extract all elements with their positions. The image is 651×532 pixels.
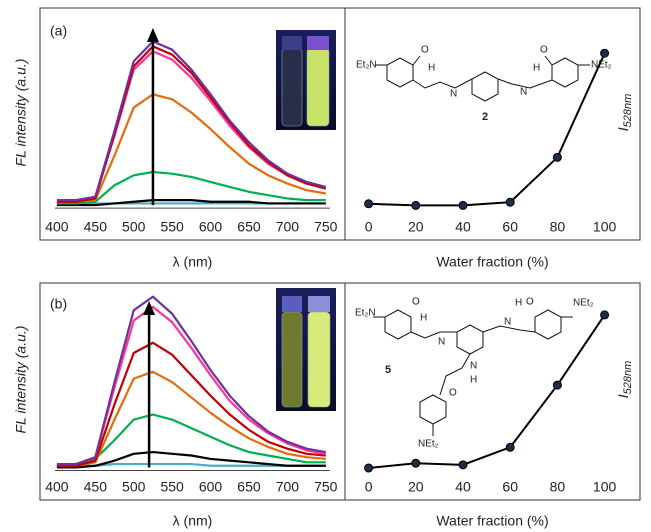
spectrum-line (56, 370, 326, 467)
chem-label: H (428, 63, 435, 74)
data-line (368, 314, 606, 470)
chem-label: O (412, 297, 420, 308)
x-tick-label: 550 (160, 219, 184, 235)
panel-label: (b) (50, 296, 67, 312)
x-tick-label: 500 (122, 219, 146, 235)
data-point (458, 460, 468, 470)
y-label-subscript: 528nm (622, 94, 634, 128)
x-tick-label: 700 (276, 219, 300, 235)
data-point (364, 199, 374, 209)
inset-photo (276, 30, 336, 130)
x-tick-label: 450 (84, 479, 108, 495)
chem-label: N (504, 317, 511, 328)
x-tick-label: 100 (593, 219, 617, 235)
x-tick-label: 80 (550, 479, 566, 495)
chem-label: O (526, 297, 534, 308)
x-tick-label: 0 (365, 479, 373, 495)
chem-label: H (470, 375, 477, 386)
x-tick-label: 80 (550, 219, 566, 235)
y-axis-label: FL intensity (a.u.) (13, 326, 29, 434)
x-axis-label: λ (nm) (173, 513, 213, 529)
data-point (458, 200, 468, 210)
x-tick-label: 400 (45, 479, 69, 495)
x-axis-label: Water fraction (%) (436, 513, 548, 529)
y-label-subscript: 528nm (622, 361, 634, 395)
x-tick-label: 40 (455, 219, 471, 235)
y-axis-label: I528nm (615, 361, 634, 399)
x-tick-label: 750 (314, 479, 338, 495)
compound-number: 2 (482, 111, 488, 123)
spectrum-line (56, 341, 326, 467)
data-line (368, 52, 606, 207)
chem-label: H (533, 63, 540, 74)
x-tick-label: 60 (502, 219, 518, 235)
x-tick-label: 600 (199, 479, 223, 495)
x-tick-label: 450 (84, 219, 108, 235)
data-point (411, 200, 421, 210)
chem-structure: Et₂N O H N N H O NEt₂ N H O NEt₂ 5 (355, 297, 594, 450)
data-point (411, 458, 421, 468)
compound-number: 5 (385, 364, 391, 376)
chem-label: NEt₂ (591, 60, 612, 71)
panel-frame (39, 282, 641, 501)
chem-label: O (449, 388, 457, 399)
x-tick-label: 60 (502, 479, 518, 495)
chem-label: NEt₂ (573, 298, 594, 309)
chem-label: N (438, 337, 445, 348)
data-point (552, 380, 562, 390)
data-point (600, 310, 610, 320)
x-tick-label: 400 (45, 219, 69, 235)
chem-label: H (515, 298, 522, 309)
chem-label: O (421, 45, 429, 56)
data-point (505, 197, 515, 207)
chem-label: N (450, 89, 457, 100)
data-point (505, 442, 515, 452)
spectrum-line (56, 93, 326, 203)
x-tick-label: 20 (408, 219, 424, 235)
spectrum-line (56, 295, 326, 466)
x-tick-label: 500 (122, 479, 146, 495)
x-tick-label: 600 (199, 219, 223, 235)
spectrum-line (56, 170, 326, 205)
panel-label: (a) (50, 23, 67, 39)
data-point (364, 463, 374, 473)
chem-label: O (540, 45, 548, 56)
data-point (552, 152, 562, 162)
chem-label: N (470, 361, 477, 372)
y-axis-label: I528nm (615, 94, 634, 132)
x-tick-label: 40 (455, 479, 471, 495)
chem-label: Et₂N (355, 308, 376, 319)
chem-label: H (420, 313, 427, 324)
inset-photo (276, 288, 336, 411)
x-tick-label: 650 (237, 479, 261, 495)
x-tick-label: 0 (365, 219, 373, 235)
y-label-main: I (615, 394, 631, 398)
spectrum-line (56, 413, 326, 467)
chem-label: NEt₂ (418, 439, 439, 450)
chem-structure: Et₂N O H N N H O NEt₂ 2 (356, 45, 612, 123)
spectrum-line (56, 199, 326, 207)
y-axis-label: FL intensity (a.u.) (13, 59, 29, 167)
x-tick-label: 550 (160, 479, 184, 495)
arrowhead (146, 28, 159, 42)
chem-label: Et₂N (356, 60, 377, 71)
arrowhead (143, 301, 156, 315)
x-tick-label: 700 (276, 479, 300, 495)
data-point (600, 48, 610, 58)
spectrum-line (56, 40, 327, 202)
x-axis-label: Water fraction (%) (436, 254, 548, 270)
y-label-main: I (615, 127, 631, 131)
x-axis-label: λ (nm) (173, 254, 213, 270)
chem-label: N (520, 87, 527, 98)
spectrum-line (56, 450, 326, 469)
x-tick-label: 650 (237, 219, 261, 235)
x-tick-label: 100 (593, 479, 617, 495)
x-tick-label: 20 (408, 479, 424, 495)
panel-frame (39, 7, 641, 241)
x-tick-label: 750 (314, 219, 338, 235)
